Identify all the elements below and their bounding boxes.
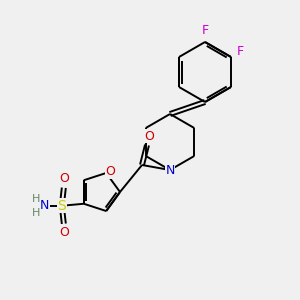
Text: H: H bbox=[32, 208, 40, 218]
Text: F: F bbox=[237, 45, 244, 58]
Text: N: N bbox=[40, 199, 50, 212]
Text: O: O bbox=[105, 166, 115, 178]
Text: F: F bbox=[201, 25, 208, 38]
Text: H: H bbox=[32, 194, 40, 204]
Text: O: O bbox=[144, 130, 154, 142]
Text: O: O bbox=[59, 226, 69, 239]
Text: S: S bbox=[57, 199, 66, 213]
Text: O: O bbox=[59, 172, 69, 185]
Text: N: N bbox=[165, 164, 175, 176]
